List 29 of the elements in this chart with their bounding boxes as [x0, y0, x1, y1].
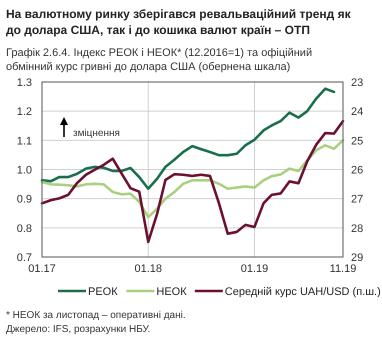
y-tick-label: 1.0 — [16, 164, 32, 176]
y2-tick-label: 25 — [351, 135, 364, 148]
y2-tick-label: 23 — [351, 77, 364, 89]
y2-tick-label: 29 — [351, 252, 364, 264]
text: Джерело: IFS, розрахунки НБУ. — [6, 324, 150, 335]
y2-tick-label: 24 — [351, 106, 364, 118]
y2-tick-label: 27 — [351, 194, 364, 206]
line-series — [40, 87, 336, 190]
line-series — [40, 139, 344, 218]
chart-title: На валютному ринку зберігався ревальваційний тренд як до долара США, так і до кошика валют країн – ОТП — [6, 7, 352, 37]
chart-subtitle: Графік 2.6.4. Індекс РЕОК і НЕОК* (12.2016=1) та офіційний обмінний курс гривні до долара США (обернена шкала) — [6, 47, 312, 73]
x-tick-label: 01.18 — [134, 263, 162, 275]
y-tick-label: 0.8 — [16, 222, 32, 235]
legend-label: НЕОК — [156, 286, 188, 298]
legend-label: РЕОК — [88, 286, 118, 298]
y-tick-label: 1.1 — [16, 135, 32, 148]
x-tick-label: 11.19 — [330, 263, 356, 275]
y-tick-label: 0.9 — [16, 194, 32, 206]
y-tick-label: 1.2 — [16, 106, 32, 118]
line-series — [40, 120, 344, 244]
y-tick-label: 0.7 — [16, 252, 32, 264]
legend-label: Середній курс UAH/USD (п.ш.) — [224, 286, 381, 298]
x-tick-label: 01.19 — [240, 263, 268, 275]
x-tick-label: 01.17 — [28, 263, 56, 275]
text: * НЕОК за листопад – оперативні дані. — [6, 310, 186, 321]
y-tick-label: 1.3 — [16, 77, 32, 89]
y2-tick-label: 28 — [351, 222, 364, 235]
annotation: зміцнення — [73, 128, 120, 139]
y2-tick-label: 26 — [351, 164, 364, 176]
